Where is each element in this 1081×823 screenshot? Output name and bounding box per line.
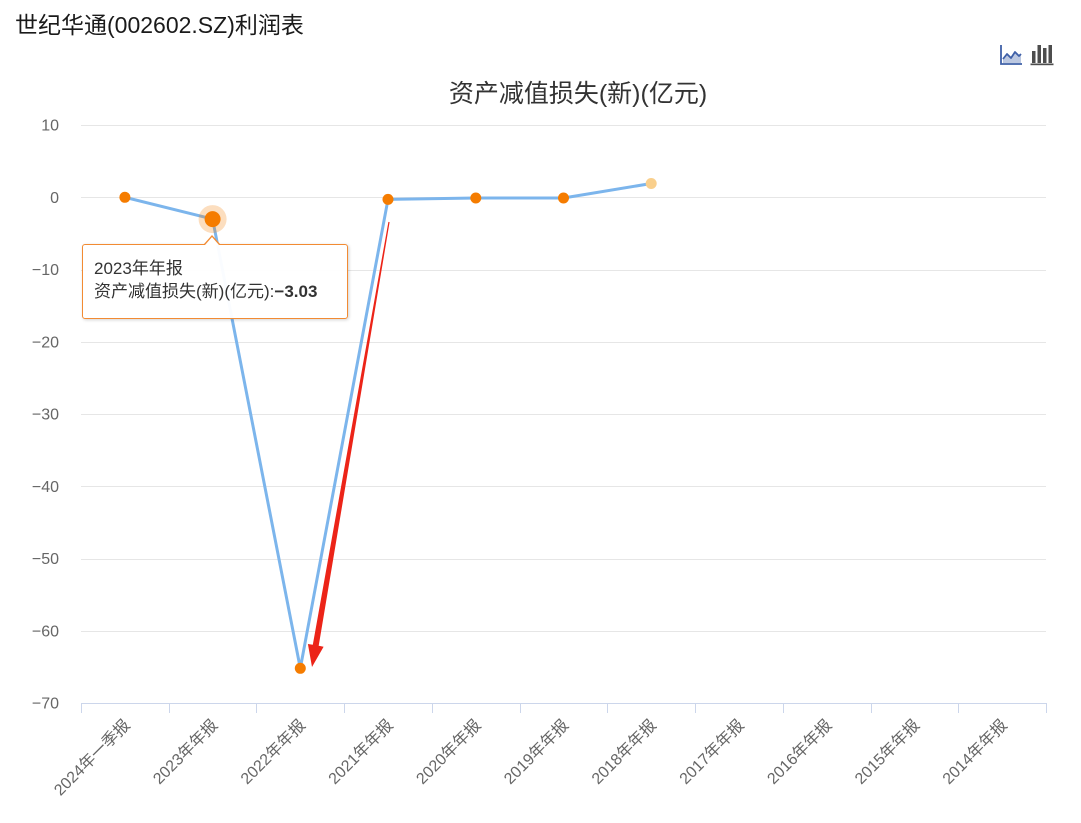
tooltip-series-name: 资产减值损失(新)(亿元) — [94, 282, 270, 301]
x-tick-label: 2017年年报 — [676, 716, 748, 788]
line-chart-icon — [1000, 45, 1022, 65]
tooltip-category: 2023年年报 — [94, 259, 183, 278]
x-tick-label: 2016年年报 — [764, 716, 836, 788]
x-tick-label: 2015年年报 — [851, 716, 923, 788]
y-tick-label: −40 — [32, 479, 59, 496]
data-point[interactable] — [558, 192, 569, 204]
tooltip: 2023年年报 资产减值损失(新)(亿元):−3.03 — [82, 235, 348, 319]
y-tick-label: −50 — [32, 551, 59, 568]
x-tick-label: 2014年年报 — [939, 716, 1011, 788]
x-tick-label: 2018年年报 — [588, 716, 660, 788]
chart-title: 资产减值损失(新)(亿元) — [449, 80, 707, 108]
y-tick-label: 10 — [41, 118, 59, 135]
data-point[interactable] — [294, 662, 306, 674]
grid — [81, 125, 1046, 704]
y-tick-label: −70 — [32, 696, 59, 713]
x-tick-label: 2021年年报 — [325, 716, 397, 788]
y-tick-label: 0 — [50, 190, 59, 207]
data-point[interactable] — [119, 191, 131, 203]
bar-chart-icon — [1030, 45, 1054, 66]
y-tick-label: −10 — [32, 262, 59, 279]
data-point[interactable] — [204, 211, 221, 228]
x-tick-label: 2023年年报 — [150, 716, 222, 788]
tooltip-separator: : — [269, 282, 275, 301]
y-tick-label: −60 — [32, 623, 59, 640]
page-title: 世纪华通(002602.SZ)利润表 — [15, 12, 304, 38]
bar-chart-button[interactable] — [1029, 42, 1055, 68]
x-tick-label: 2022年年报 — [237, 716, 309, 788]
y-tick-label: −20 — [32, 334, 59, 351]
data-point[interactable] — [470, 192, 482, 204]
tooltip-row: 资产减值损失(新)(亿元):−3.03 — [94, 280, 339, 303]
x-axis: 2024年一季报 2023年年报 2022年年报 2021年年报 2020年年报 2019… — [51, 703, 1047, 799]
line-chart-button[interactable] — [998, 42, 1024, 68]
x-tick-label: 2019年年报 — [500, 716, 572, 788]
y-tick-label: −30 — [32, 407, 59, 424]
x-tick-label: 2024年一季报 — [51, 716, 134, 799]
series — [119, 178, 657, 674]
data-point[interactable] — [645, 178, 657, 189]
chart-type-switch — [998, 42, 1056, 68]
x-tick-label: 2020年年报 — [413, 716, 485, 788]
data-point[interactable] — [382, 193, 394, 205]
annotation-arrow — [307, 221, 390, 667]
y-axis: 10 0 −10 −20 −30 −40 −50 −60 −70 — [32, 118, 59, 713]
tooltip-value: −3.03 — [274, 282, 318, 301]
